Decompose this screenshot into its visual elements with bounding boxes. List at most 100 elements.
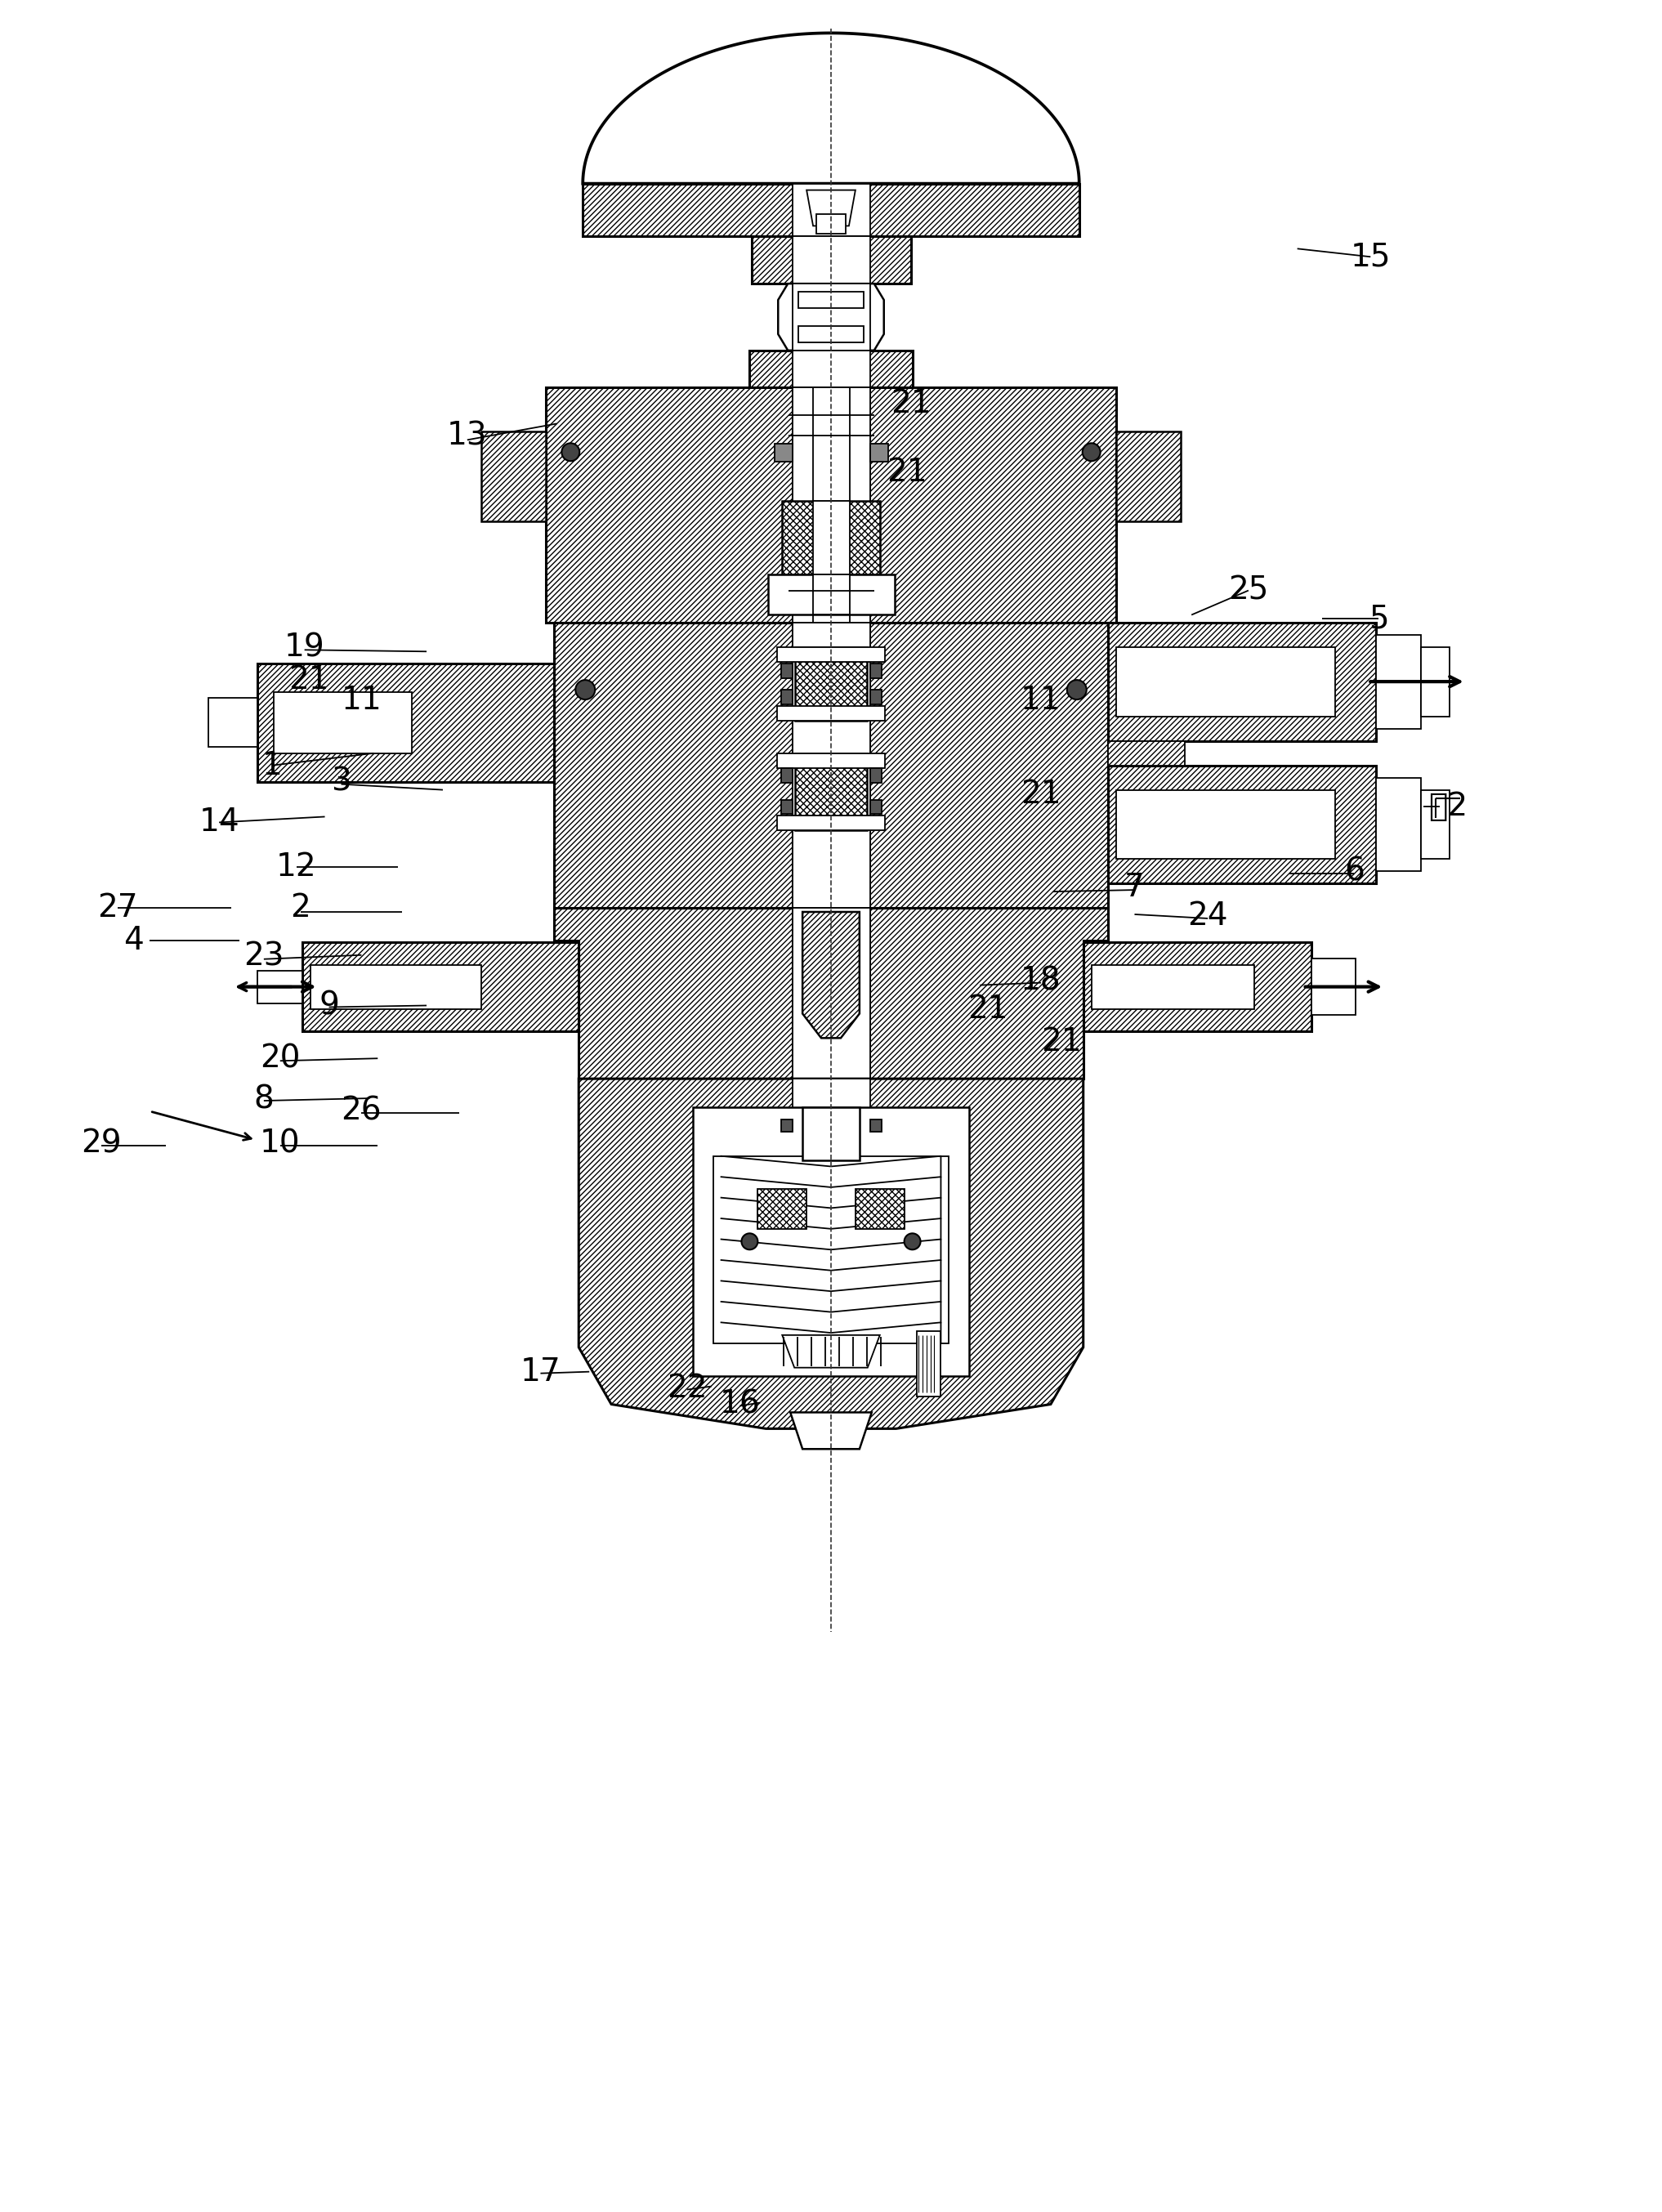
Circle shape [904, 1234, 921, 1250]
Bar [783, 500, 879, 575]
Bar [1376, 779, 1421, 872]
Bar [793, 237, 871, 283]
Bar [798, 325, 864, 343]
Bar [793, 283, 871, 349]
Bar [778, 754, 884, 768]
Text: 17: 17 [520, 1356, 560, 1387]
Bar [750, 349, 912, 387]
Polygon shape [806, 190, 856, 226]
Bar [758, 1188, 806, 1230]
Bar [813, 500, 849, 575]
Bar [778, 816, 884, 830]
Bar [1107, 741, 1185, 765]
Bar [871, 1119, 881, 1133]
Text: 9: 9 [319, 991, 339, 1022]
Text: 21: 21 [1020, 779, 1062, 810]
Text: 10: 10 [259, 1128, 301, 1159]
Bar [781, 1119, 793, 1133]
Bar [871, 799, 881, 814]
Bar [794, 648, 868, 721]
Bar [856, 1188, 904, 1230]
Polygon shape [803, 911, 859, 1037]
Bar [793, 349, 871, 387]
Bar [813, 387, 849, 624]
Bar [258, 664, 555, 781]
Bar [1092, 964, 1255, 1009]
Bar [778, 648, 884, 661]
Text: 21: 21 [288, 664, 329, 695]
Bar [781, 768, 793, 783]
Polygon shape [791, 1413, 871, 1449]
Bar [208, 697, 258, 748]
Bar [1107, 765, 1376, 883]
Bar [1376, 635, 1421, 728]
Polygon shape [555, 907, 793, 1079]
Bar [803, 1108, 859, 1159]
Bar [1421, 790, 1449, 858]
Bar [871, 768, 881, 783]
Bar [1115, 648, 1336, 717]
Bar [793, 1079, 871, 1152]
Text: 29: 29 [81, 1128, 121, 1159]
Bar [1107, 624, 1376, 741]
Bar [547, 387, 793, 624]
Text: 14: 14 [199, 807, 239, 838]
Text: 20: 20 [259, 1042, 301, 1073]
Text: 27: 27 [96, 891, 138, 922]
Bar [794, 754, 868, 830]
Text: 13: 13 [447, 420, 487, 451]
Bar [311, 964, 480, 1009]
Text: 21: 21 [891, 387, 931, 418]
Bar [798, 292, 864, 307]
Text: 21: 21 [967, 993, 1009, 1024]
Bar [793, 184, 871, 237]
Bar [793, 624, 871, 907]
Text: 8: 8 [254, 1084, 274, 1115]
Text: 16: 16 [720, 1389, 760, 1420]
Text: 11: 11 [341, 686, 382, 717]
Polygon shape [778, 283, 884, 349]
Text: 3: 3 [331, 765, 351, 796]
Text: 1: 1 [263, 750, 283, 781]
Polygon shape [869, 907, 1107, 1079]
Circle shape [1067, 679, 1087, 699]
Text: 11: 11 [1020, 686, 1062, 717]
Bar [753, 237, 911, 283]
Text: 19: 19 [284, 633, 324, 664]
Bar [869, 387, 1115, 624]
Text: 22: 22 [666, 1371, 708, 1402]
Polygon shape [583, 33, 1079, 184]
Bar [793, 907, 871, 1079]
Bar [813, 575, 849, 615]
Bar [1084, 942, 1311, 1031]
Bar [781, 690, 793, 703]
Circle shape [1082, 442, 1100, 460]
Text: 図2: 図2 [1428, 790, 1468, 821]
Bar [781, 799, 793, 814]
Text: 2: 2 [291, 891, 311, 922]
Bar [302, 942, 578, 1031]
Bar [583, 184, 1079, 237]
Bar [555, 624, 793, 907]
Text: 18: 18 [1020, 967, 1062, 998]
Text: 24: 24 [1188, 900, 1228, 931]
Bar [1421, 648, 1449, 717]
Text: 25: 25 [1228, 575, 1268, 606]
Bar [258, 971, 302, 1002]
Bar [480, 431, 547, 522]
Bar [693, 1108, 969, 1376]
Text: 21: 21 [1040, 1026, 1082, 1057]
Text: 4: 4 [123, 925, 143, 956]
Bar [793, 387, 871, 624]
Bar [1115, 431, 1182, 522]
Bar [713, 1157, 949, 1343]
Bar [774, 445, 793, 462]
Bar [816, 215, 846, 234]
Bar [274, 692, 412, 754]
Text: 7: 7 [1125, 872, 1145, 902]
Polygon shape [783, 1336, 879, 1367]
Circle shape [562, 442, 580, 460]
Bar [871, 690, 881, 703]
Bar [869, 624, 1107, 907]
Bar [778, 706, 884, 721]
